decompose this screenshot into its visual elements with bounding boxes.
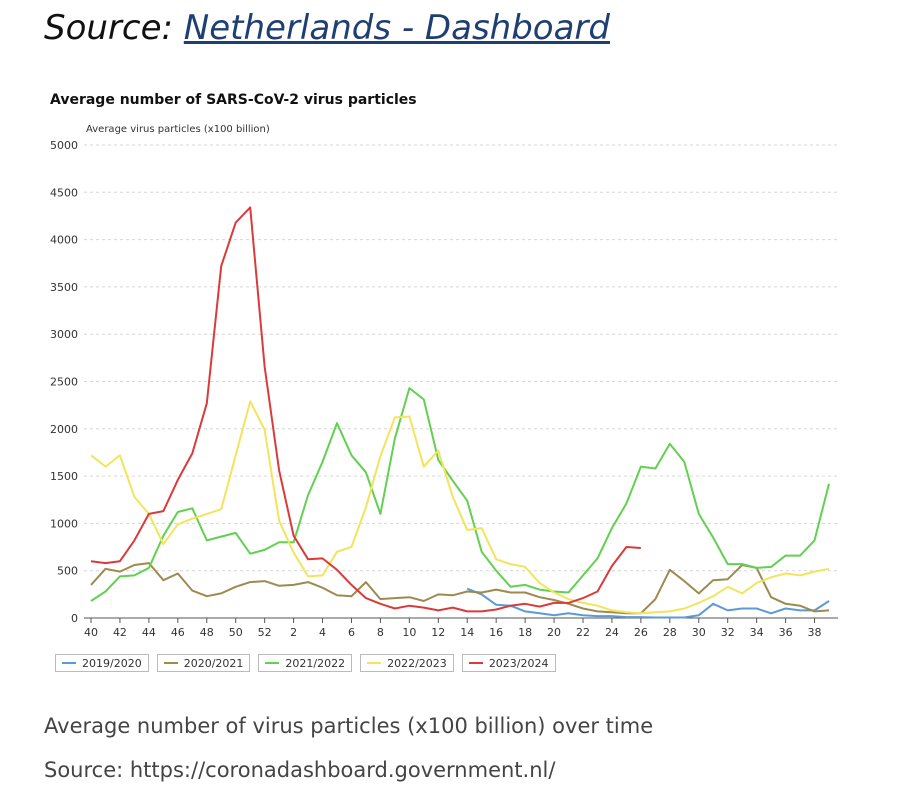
legend-item[interactable]: 2020/2021: [156, 654, 251, 672]
dashboard-link[interactable]: Netherlands - Dashboard: [183, 8, 610, 48]
x-tick-label: 10: [402, 626, 416, 639]
x-tick-label: 36: [779, 626, 793, 639]
series-line-2019-2020: [466, 587, 830, 619]
y-tick-label: 4500: [50, 186, 78, 199]
x-tick-label: 44: [142, 626, 156, 639]
grid-lines: [84, 144, 838, 619]
y-tick-label: 2500: [50, 376, 78, 389]
figure-caption: Average number of virus particles (x100 …: [44, 714, 654, 738]
y-axis-label: Average virus particles (x100 billion): [86, 124, 270, 135]
legend-label: 2022/2023: [387, 656, 447, 670]
x-tick-label: 16: [489, 626, 503, 639]
x-tick-label: 40: [84, 626, 98, 639]
x-tick-label: 38: [808, 626, 822, 639]
legend: 2019/2020 2020/2021 2021/2022 2022/2023 2023…: [55, 654, 556, 672]
y-tick-label: 3500: [50, 281, 78, 294]
legend-swatch: [163, 662, 178, 664]
x-tick-label: 46: [171, 626, 185, 639]
figure-source: Source: https://coronadashboard.governme…: [44, 758, 556, 782]
x-tick-label: 8: [377, 626, 384, 639]
x-tick-label: 20: [547, 626, 561, 639]
legend-item[interactable]: 2021/2022: [258, 654, 353, 672]
x-tick-label: 4: [319, 626, 326, 639]
legend-item[interactable]: 2019/2020: [55, 654, 149, 672]
chart-title: Average number of SARS-CoV-2 virus parti…: [50, 92, 417, 108]
source-heading: Source: Netherlands - Dashboard: [44, 8, 610, 48]
x-tick-label: 50: [229, 626, 243, 639]
x-tick-label: 2: [290, 626, 297, 639]
legend-item[interactable]: 2022/2023: [360, 654, 454, 672]
x-tick-labels: 40 42 44 46 48 50 52 2 4 6 8 10 12 14 16 18 20 22 24 26 28 30…: [84, 618, 822, 639]
x-tick-label: 28: [663, 626, 677, 639]
x-tick-label: 6: [348, 626, 355, 639]
legend-label: 2020/2021: [183, 656, 244, 670]
y-tick-label: 3000: [50, 328, 78, 341]
legend-swatch: [265, 662, 280, 664]
x-tick-label: 12: [431, 626, 445, 639]
series-lines: [90, 206, 830, 619]
x-tick-label: 22: [576, 626, 590, 639]
y-tick-label: 4000: [50, 234, 78, 247]
x-tick-label: 14: [460, 626, 474, 639]
y-tick-label: 500: [57, 565, 78, 578]
legend-label: 2023/2024: [488, 656, 549, 670]
series-line-2023-2024: [90, 206, 641, 613]
y-tick-label: 5000: [50, 139, 78, 152]
x-tick-label: 30: [692, 626, 706, 639]
y-tick-label: 1000: [50, 517, 78, 530]
x-tick-label: 26: [634, 626, 648, 639]
x-tick-label: 34: [750, 626, 764, 639]
series-line-2022-2023: [90, 400, 830, 615]
y-tick-label: 1500: [50, 470, 78, 483]
legend-swatch: [468, 662, 483, 664]
x-tick-label: 32: [721, 626, 735, 639]
series-line-2021-2022: [90, 387, 830, 602]
series-line-2020-2021: [90, 562, 830, 615]
y-tick-labels: 0 500 1000 1500 2000 2500 3000 3500 4000 4500 5000: [50, 139, 78, 625]
legend-swatch: [62, 662, 76, 664]
x-tick-label: 24: [605, 626, 619, 639]
y-tick-label: 0: [71, 612, 78, 625]
source-prefix: Source:: [44, 8, 173, 48]
legend-item[interactable]: 2023/2024: [461, 654, 556, 672]
x-tick-label: 52: [258, 626, 272, 639]
legend-swatch: [367, 662, 382, 664]
legend-label: 2019/2020: [82, 656, 142, 670]
y-tick-label: 2000: [50, 423, 78, 436]
x-tick-label: 18: [518, 626, 532, 639]
x-tick-label: 42: [113, 626, 127, 639]
x-tick-label: 48: [200, 626, 214, 639]
legend-label: 2021/2022: [285, 656, 346, 670]
